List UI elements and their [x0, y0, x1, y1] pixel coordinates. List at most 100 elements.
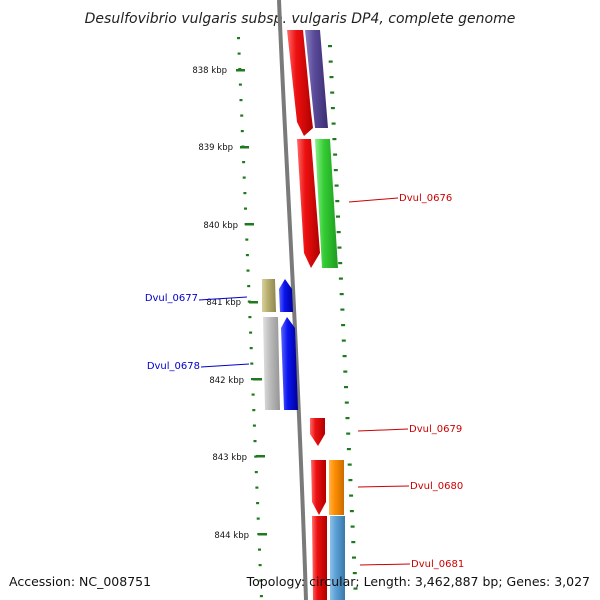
gene-label[interactable]: Dvul_0676 — [399, 193, 452, 204]
gene-label[interactable]: Dvul_0680 — [410, 481, 463, 492]
tick-label: 840 kbp — [203, 221, 238, 231]
minor-tick — [338, 277, 343, 280]
minor-tick — [251, 378, 254, 381]
minor-tick — [254, 455, 258, 458]
gene-feature[interactable] — [262, 279, 276, 312]
minor-tick — [247, 285, 251, 288]
tick-marks: 838 kbp 839 kbp 840 kbp 841 kbp 842 kbp … — [192, 66, 267, 541]
minor-tick — [253, 440, 257, 443]
gene-feature[interactable] — [263, 317, 280, 410]
minor-tick — [237, 37, 240, 40]
minor-tick — [242, 161, 246, 164]
minor-tick — [248, 316, 252, 319]
features-forward — [287, 30, 345, 600]
minor-tick — [330, 107, 335, 110]
leader-line — [357, 428, 409, 432]
gene-feature[interactable] — [329, 460, 344, 515]
minor-tick — [349, 494, 354, 497]
tick-label: 843 kbp — [212, 453, 247, 463]
leader-line — [200, 363, 250, 368]
genome-summary-text: Topology: circular; Length: 3,462,887 bp… — [246, 574, 590, 589]
minor-tick — [251, 393, 255, 396]
tick-mark — [249, 301, 258, 304]
minor-tick — [252, 424, 256, 427]
minor-tick — [240, 114, 244, 117]
gene-label[interactable]: Dvul_0677 — [145, 293, 198, 304]
gene-labels: Dvul_0676 Dvul_0677 Dvul_0678 Dvul_0679 … — [145, 193, 464, 570]
map-title: Desulfovibrio vulgaris subsp. vulgaris D… — [85, 11, 516, 27]
accession-text: Accession: NC_008751 — [9, 574, 151, 589]
gene-label[interactable]: Dvul_0681 — [411, 559, 464, 570]
gene-feature[interactable] — [305, 30, 328, 128]
minor-tick — [237, 52, 241, 55]
minor-tick — [254, 471, 258, 474]
gene-feature[interactable] — [287, 30, 313, 136]
minor-tick — [258, 548, 261, 551]
tick-label: 842 kbp — [209, 376, 244, 386]
minor-tick — [341, 324, 346, 327]
minor-tick — [332, 138, 337, 141]
tick-label: 839 kbp — [198, 143, 233, 153]
minor-tick — [242, 176, 246, 179]
gene-feature[interactable] — [311, 460, 326, 515]
minor-tick — [243, 192, 247, 195]
minor-tick — [245, 238, 249, 241]
gene-label[interactable]: Dvul_0678 — [147, 361, 200, 372]
tick-label: 841 kbp — [206, 298, 241, 308]
minor-tick — [239, 99, 243, 102]
gene-label[interactable]: Dvul_0679 — [409, 424, 462, 435]
minor-tick — [259, 579, 263, 582]
tick-mark — [253, 378, 262, 381]
leader-line — [357, 485, 410, 488]
gene-feature[interactable] — [315, 139, 338, 268]
minor-tick — [328, 45, 332, 48]
minor-tick — [338, 262, 343, 265]
minor-tick — [330, 91, 335, 94]
minor-tick — [255, 486, 259, 489]
minor-tick — [331, 122, 336, 125]
minor-tick — [350, 525, 355, 528]
minor-tick — [344, 401, 349, 404]
minor-tick — [353, 587, 358, 590]
minor-tick — [345, 417, 350, 420]
gene-feature[interactable] — [279, 279, 293, 312]
minor-tick — [348, 479, 353, 482]
minor-tick — [335, 200, 340, 203]
minor-tick — [341, 339, 346, 342]
features-reverse — [262, 279, 298, 410]
minor-tick — [249, 331, 253, 334]
gene-feature[interactable] — [297, 139, 320, 268]
minor-tick — [244, 207, 247, 210]
leader-line — [198, 296, 248, 301]
minor-tick — [342, 355, 347, 358]
minor-tick — [343, 370, 348, 373]
tick-mark — [240, 146, 249, 149]
gene-feature[interactable] — [310, 418, 325, 446]
minor-tick — [336, 231, 341, 234]
minor-tick — [333, 169, 338, 172]
minor-tick — [259, 595, 263, 598]
minor-tick — [245, 254, 249, 257]
minor-tick — [351, 541, 356, 544]
minor-tick — [352, 556, 356, 559]
minor-tick — [340, 308, 345, 311]
leader-line — [359, 563, 411, 566]
minor-tick — [346, 448, 351, 451]
tick-label: 844 kbp — [214, 531, 249, 541]
minor-tick — [240, 130, 244, 133]
gene-feature[interactable] — [330, 516, 345, 600]
minor-tick — [344, 386, 348, 389]
gene-feature[interactable] — [281, 317, 298, 410]
minor-tick — [329, 76, 334, 79]
minor-tick — [246, 269, 250, 272]
minor-tick — [347, 463, 352, 466]
minor-tick — [238, 83, 242, 86]
gene-feature[interactable] — [312, 516, 327, 600]
genome-backbone — [277, 0, 308, 600]
minor-tick — [250, 362, 254, 365]
minor-tick — [249, 347, 253, 350]
minor-tick — [346, 432, 351, 435]
minor-tick — [256, 502, 260, 505]
tick-mark — [236, 69, 245, 72]
